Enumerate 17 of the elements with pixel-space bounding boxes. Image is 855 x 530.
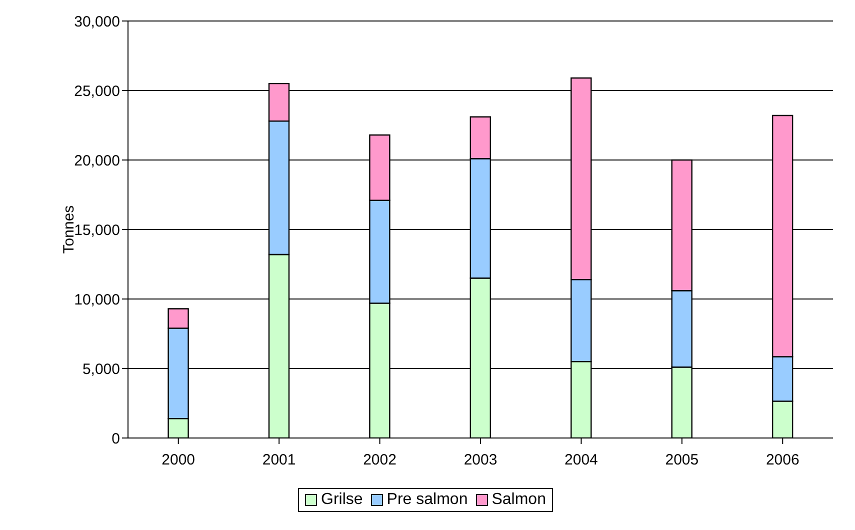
legend-label: Grilse [320,491,363,509]
x-tick-label: 2002 [363,452,396,469]
y-tick-label: 30,000 [74,13,120,30]
x-tick-label: 2000 [162,452,196,469]
y-tick-label: 20,000 [74,152,120,170]
x-tick-label: 2006 [766,452,800,469]
legend-label: Pre salmon [386,491,468,509]
legend-label: Salmon [490,491,546,509]
y-tick-label: 25,000 [74,82,120,100]
y-tick-label: 5,000 [82,360,120,378]
y-tick-label: 0 [112,430,120,448]
x-tick-label: 2004 [564,452,598,469]
x-tick-label: 2005 [665,452,699,469]
y-tick-label: 15,000 [74,222,120,239]
y-tick-label: 10,000 [74,291,120,308]
x-tick-label: 2003 [464,452,498,469]
x-tick-label: 2001 [262,452,296,469]
